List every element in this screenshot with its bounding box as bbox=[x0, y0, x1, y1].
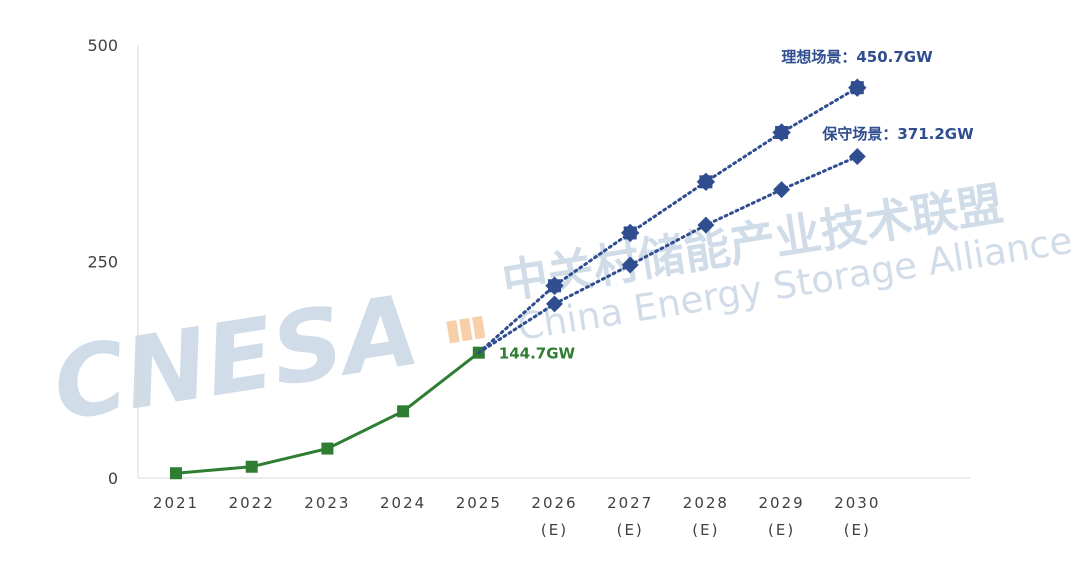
data-point-conservative bbox=[546, 295, 563, 313]
x-tick-sublabel: (E) bbox=[692, 521, 719, 539]
marker-diamond bbox=[848, 78, 867, 97]
data-point-actual bbox=[245, 460, 258, 473]
x-tick-label: 2024 bbox=[380, 494, 426, 512]
axes: 0 250 500 2021 2022 2023 2024 2025 2026 (E) 2027 (E… bbox=[87, 36, 970, 539]
watermark-logo-stripes bbox=[446, 315, 486, 344]
data-point-ideal bbox=[772, 123, 791, 142]
watermark: CNESA 中关村储能产业技术联盟 China Energy Storage A… bbox=[46, 176, 1075, 443]
x-tick-sublabel: (E) bbox=[768, 521, 795, 539]
annotation-layer: 144.7GW 理想场景：450.7GW 保守场景：371.2GW bbox=[499, 48, 974, 363]
x-tick-label: 2023 bbox=[304, 494, 350, 512]
x-tick-label: 2022 bbox=[229, 494, 275, 512]
x-tick-label: 2021 bbox=[153, 494, 199, 512]
x-tick-sublabel: (E) bbox=[541, 521, 568, 539]
x-tick-label: 2025 bbox=[456, 494, 502, 512]
annotation-conservative: 保守场景：371.2GW bbox=[821, 125, 974, 143]
data-point-actual bbox=[397, 405, 410, 418]
marker-diamond bbox=[696, 172, 716, 192]
y-tick-label: 500 bbox=[87, 36, 118, 55]
series-layer bbox=[170, 78, 867, 480]
x-tick-label: 2030 bbox=[834, 494, 880, 512]
x-tick-sublabel: (E) bbox=[617, 521, 644, 539]
data-point-ideal bbox=[545, 276, 564, 295]
series-line-ideal bbox=[477, 86, 859, 355]
marker-diamond bbox=[772, 123, 791, 142]
x-tick-label: 2029 bbox=[759, 494, 805, 512]
annotation-actual: 144.7GW bbox=[499, 345, 576, 363]
data-point-ideal bbox=[621, 223, 640, 243]
data-point-ideal bbox=[696, 172, 716, 192]
data-point-conservative bbox=[848, 148, 866, 166]
data-point-actual bbox=[321, 442, 334, 455]
data-point-conservative bbox=[621, 256, 639, 274]
annotation-ideal: 理想场景：450.7GW bbox=[781, 48, 933, 66]
marker-diamond bbox=[621, 223, 640, 243]
y-tick-label: 0 bbox=[108, 469, 118, 488]
x-tick-label: 2026 bbox=[531, 494, 577, 512]
data-point-conservative bbox=[773, 181, 791, 199]
series-line-conservative bbox=[477, 155, 859, 355]
data-point-ideal bbox=[848, 78, 867, 97]
x-tick-label: 2027 bbox=[607, 494, 653, 512]
data-point-actual bbox=[170, 467, 182, 480]
x-tick-sublabel: (E) bbox=[844, 521, 871, 539]
watermark-logo: CNESA bbox=[46, 274, 427, 444]
y-tick-label: 250 bbox=[87, 253, 118, 272]
data-point-conservative bbox=[697, 216, 715, 234]
marker-diamond bbox=[545, 276, 564, 295]
x-tick-label: 2028 bbox=[683, 494, 729, 512]
